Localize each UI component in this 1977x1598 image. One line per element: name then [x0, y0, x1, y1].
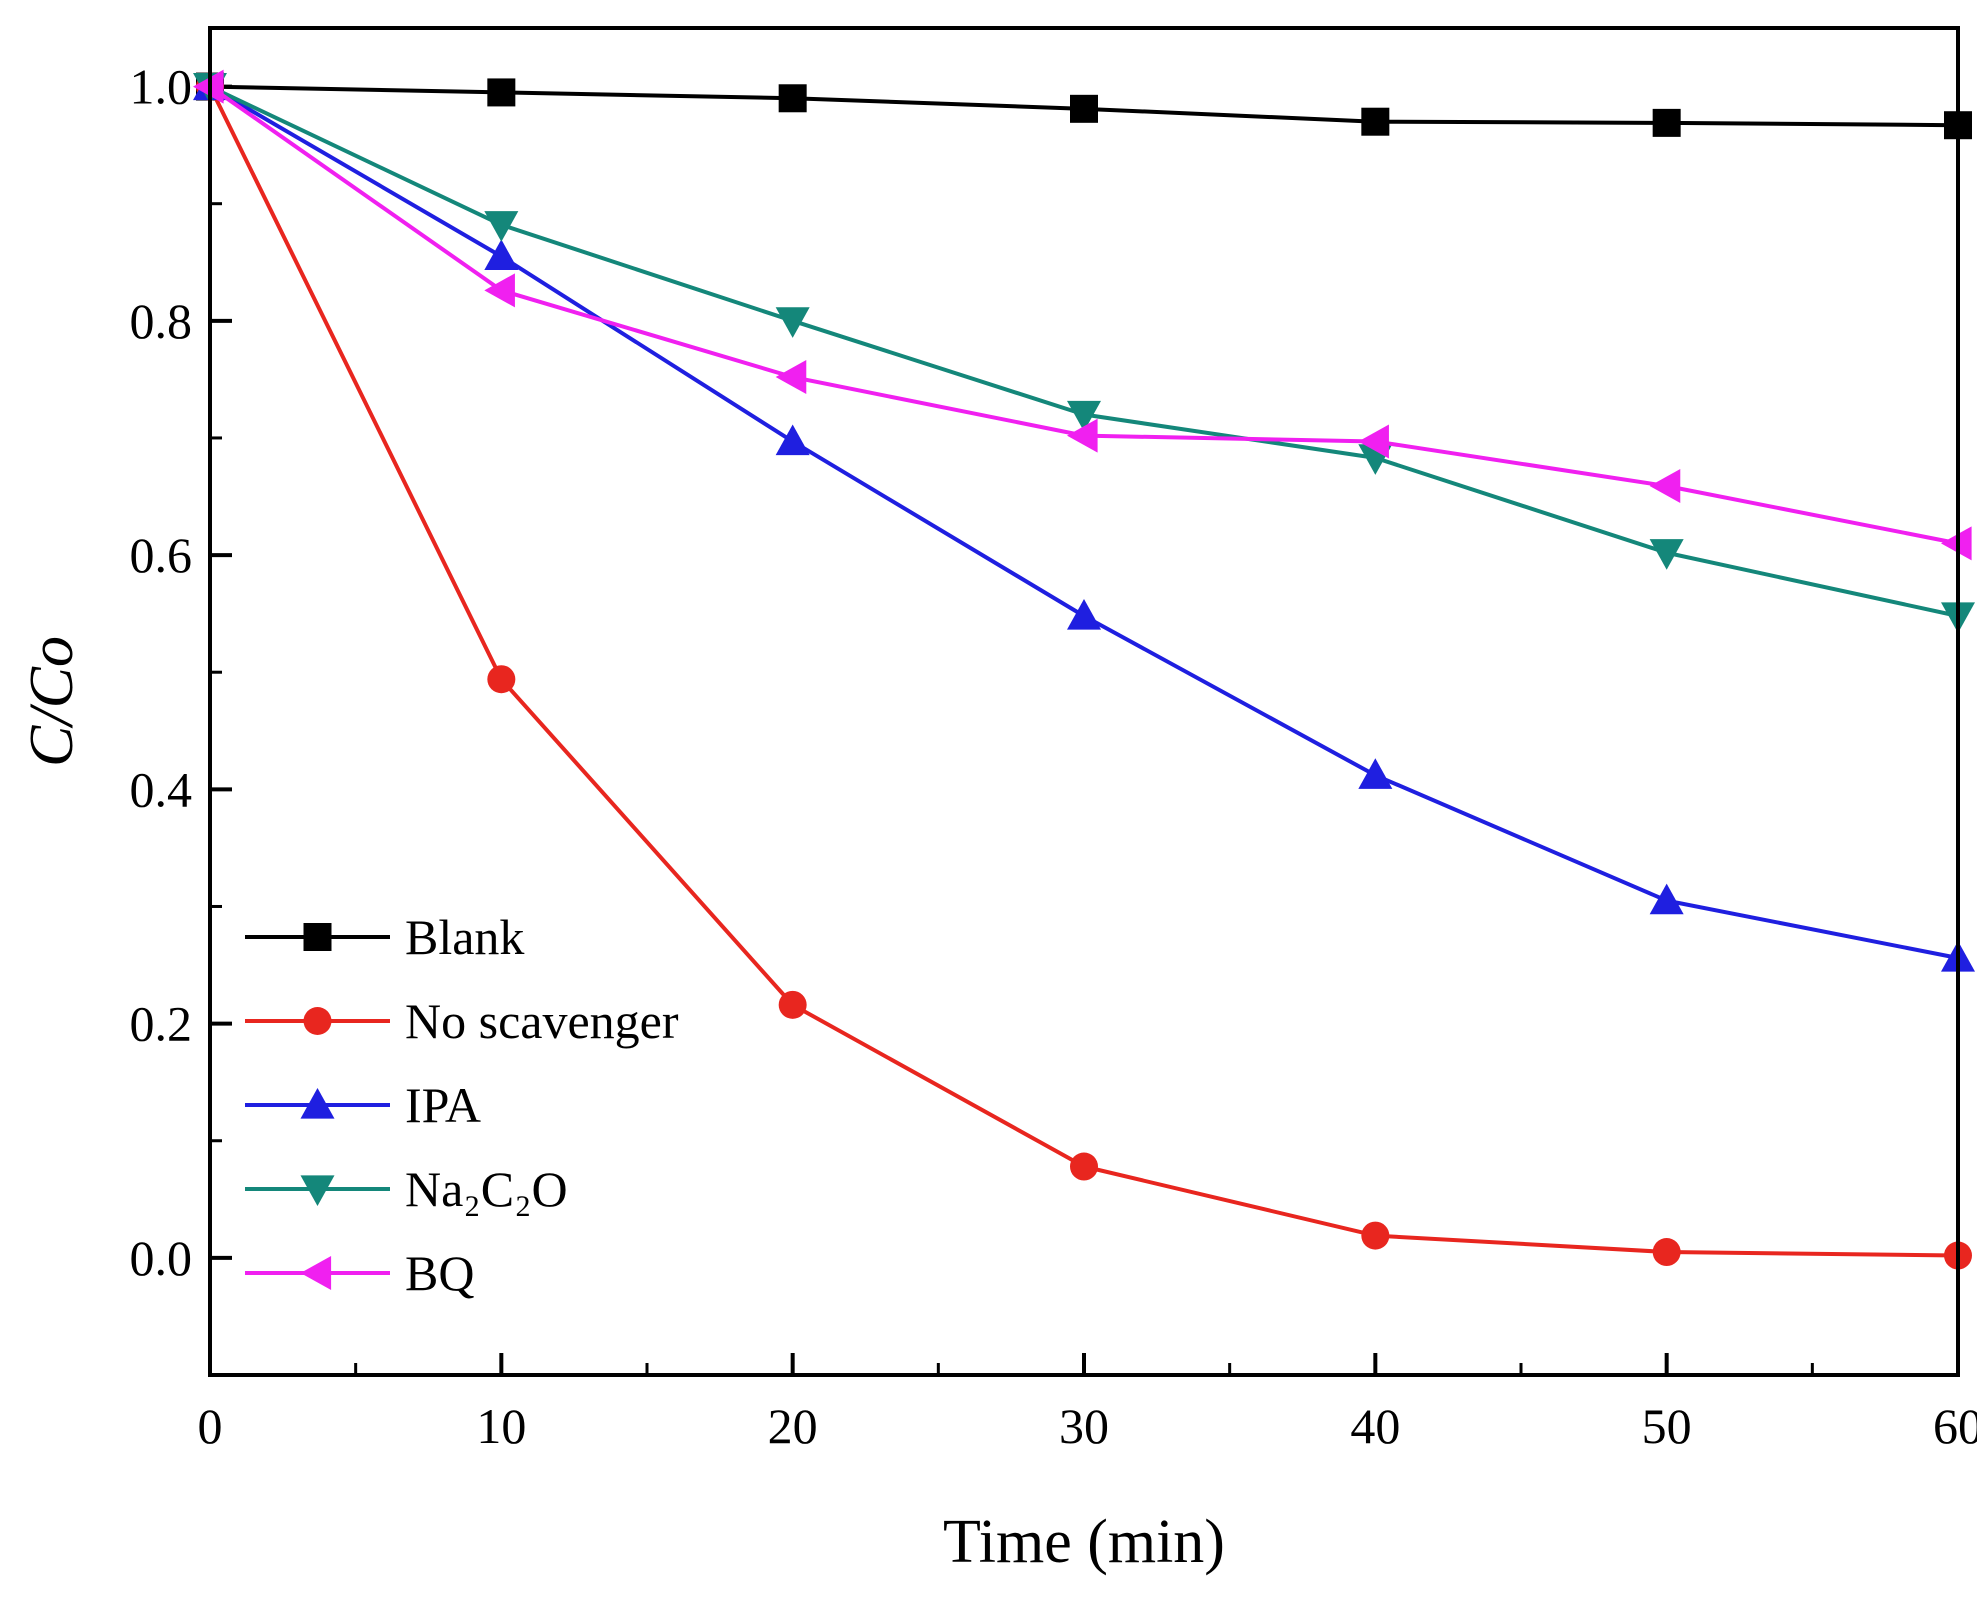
data-point	[775, 360, 807, 395]
legend-marker	[303, 1007, 332, 1035]
x-axis-title: Time (min)	[943, 1508, 1225, 1576]
legend-item: Na₂C₂O	[245, 1161, 568, 1217]
data-point	[1067, 400, 1101, 432]
data-point	[778, 990, 807, 1019]
legend-item: BQ	[245, 1245, 474, 1301]
legend-label: Blank	[405, 909, 524, 965]
x-axis-ticks: 0 10 20 30 40 50 60	[198, 1353, 1977, 1454]
data-point	[775, 307, 810, 338]
legend-label: IPA	[405, 1077, 481, 1133]
data-point	[1358, 758, 1393, 789]
x-tick-label: 0	[198, 1398, 223, 1454]
legend-marker	[300, 1175, 335, 1206]
y-tick-label: 0.0	[130, 1230, 193, 1286]
series-bq	[193, 69, 1972, 561]
x-tick-label: 30	[1059, 1398, 1109, 1454]
y-axis-ticks: 0.0 0.2 0.4 0.6 0.8 1.0	[130, 59, 232, 1286]
legend-label: Na₂C₂O	[405, 1161, 568, 1217]
data-point	[487, 78, 516, 107]
data-point	[1070, 94, 1098, 123]
data-point	[1652, 108, 1681, 137]
data-point	[1070, 1152, 1098, 1181]
legend: Blank No scavenger IPA Na₂C₂O BQ	[245, 909, 679, 1301]
series-na-c-o	[193, 72, 1975, 633]
data-point	[484, 239, 519, 271]
legend-item: IPA	[245, 1077, 481, 1133]
y-tick-label: 1.0	[130, 59, 193, 115]
data-point	[1361, 1221, 1390, 1250]
x-tick-label: 60	[1933, 1398, 1977, 1454]
x-tick-label: 10	[476, 1398, 526, 1454]
legend-item: Blank	[245, 909, 524, 965]
data-point	[1652, 1238, 1681, 1267]
x-tick-label: 40	[1350, 1398, 1400, 1454]
plot-frame	[208, 26, 1960, 1377]
y-axis-title: C/Co	[18, 636, 86, 767]
data-point	[1649, 468, 1681, 503]
data-point	[487, 665, 516, 694]
data-point	[775, 424, 810, 456]
x-tick-label: 50	[1642, 1398, 1692, 1454]
legend-marker	[300, 1256, 332, 1290]
data-point	[1361, 107, 1390, 136]
legend-item: No scavenger	[245, 993, 679, 1049]
plot-series	[193, 69, 1975, 1270]
x-tick-label: 20	[768, 1398, 818, 1454]
legend-label: No scavenger	[405, 993, 679, 1049]
data-point	[778, 84, 807, 113]
data-point	[484, 273, 515, 308]
data-point	[1649, 539, 1684, 570]
series-ipa	[193, 69, 1975, 972]
y-tick-label: 0.4	[130, 761, 193, 817]
y-tick-label: 0.2	[130, 996, 193, 1052]
data-point	[1358, 424, 1389, 459]
data-point	[1067, 418, 1098, 453]
legend-marker	[300, 1088, 335, 1119]
y-tick-label: 0.6	[130, 527, 193, 583]
data-point	[1067, 598, 1101, 630]
legend-label: BQ	[405, 1245, 474, 1301]
legend-marker	[303, 923, 332, 951]
y-tick-label: 0.8	[130, 293, 193, 349]
data-point	[1649, 883, 1684, 915]
data-point	[484, 211, 519, 242]
